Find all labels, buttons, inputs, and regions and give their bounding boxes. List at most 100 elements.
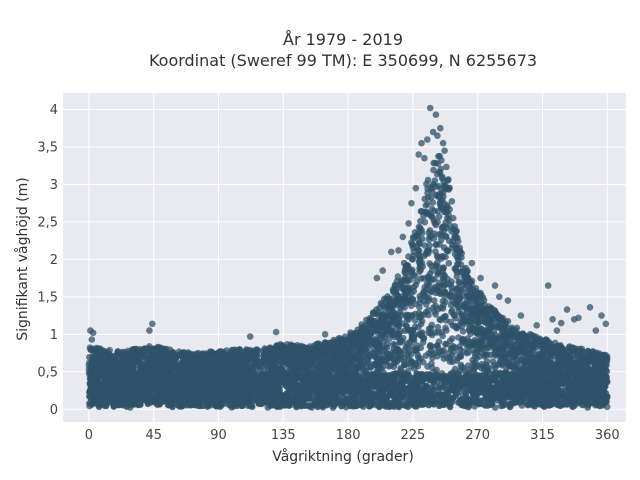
data-point (418, 329, 426, 336)
data-point (417, 262, 424, 270)
data-point (231, 349, 239, 357)
data-points (85, 104, 611, 412)
data-point (438, 348, 446, 355)
chart-title-line2: Koordinat (Sweref 99 TM): E 350699, N 62… (149, 51, 537, 70)
data-point (455, 334, 462, 341)
data-point (425, 311, 432, 319)
data-point (515, 336, 522, 343)
data-point (380, 312, 388, 319)
data-point (441, 313, 448, 321)
data-point (436, 241, 443, 248)
data-point (409, 234, 417, 241)
data-point (435, 289, 443, 296)
data-point (159, 356, 167, 364)
data-point (379, 330, 387, 338)
data-point (481, 310, 488, 317)
data-point (430, 297, 438, 304)
data-point (577, 351, 585, 358)
data-point (483, 361, 490, 369)
data-point (426, 242, 433, 249)
data-point (460, 364, 468, 372)
data-point (453, 357, 461, 364)
data-point (411, 229, 419, 236)
data-point (554, 354, 561, 362)
data-point (444, 203, 451, 211)
data-point (446, 358, 454, 365)
data-point (424, 176, 432, 184)
data-point (469, 346, 477, 354)
data-point (409, 296, 417, 303)
data-point (504, 317, 512, 325)
data-point (432, 302, 439, 310)
data-point (406, 326, 414, 334)
data-point (420, 311, 428, 319)
data-point (427, 211, 434, 219)
data-point (480, 334, 488, 342)
data-point (431, 177, 439, 184)
data-point (294, 348, 302, 356)
data-point (506, 328, 513, 336)
data-point (412, 281, 419, 289)
data-point (377, 365, 385, 372)
data-point (394, 319, 402, 326)
data-point (119, 362, 126, 370)
data-point (442, 324, 449, 332)
data-point (410, 287, 418, 295)
data-point (421, 289, 429, 297)
data-point (421, 195, 429, 203)
data-point (448, 335, 456, 342)
data-point (451, 312, 458, 319)
data-point (577, 359, 584, 366)
data-point (487, 335, 495, 343)
data-point (428, 232, 435, 240)
data-point (520, 343, 528, 351)
data-point (393, 325, 400, 332)
data-point (417, 320, 425, 328)
data-point (336, 351, 344, 359)
data-point (439, 252, 447, 260)
data-point (470, 366, 478, 373)
data-point (100, 350, 108, 358)
data-point (512, 330, 519, 337)
data-point (564, 361, 572, 369)
data-point (175, 348, 183, 356)
data-point (377, 323, 385, 330)
data-point (422, 250, 430, 258)
data-point (435, 213, 443, 220)
data-point (437, 165, 445, 173)
data-point (351, 365, 358, 372)
data-point (411, 347, 418, 354)
data-point (471, 353, 479, 360)
data-point (429, 199, 437, 206)
data-point (114, 349, 122, 357)
data-point (398, 278, 406, 286)
chart-title-line1: År 1979 - 2019 (283, 30, 403, 49)
data-point (329, 342, 337, 349)
data-point (404, 299, 411, 307)
data-point (422, 202, 430, 209)
data-point (442, 340, 449, 348)
data-point (497, 334, 504, 341)
data-point (460, 348, 468, 355)
data-point (323, 347, 331, 355)
data-point (447, 318, 454, 326)
data-point (387, 312, 395, 320)
data-point (445, 260, 453, 267)
data-point (448, 198, 456, 205)
data-point (405, 273, 413, 281)
data-point (394, 273, 402, 280)
data-point (146, 361, 154, 369)
data-point (440, 355, 448, 362)
data-point (421, 242, 429, 249)
data-point (409, 311, 416, 319)
data-point (400, 284, 408, 292)
data-point (94, 347, 101, 355)
data-point (437, 202, 444, 210)
data-point (433, 259, 441, 267)
data-point (457, 317, 464, 325)
data-point (566, 355, 573, 363)
data-point (470, 360, 477, 367)
data-point (454, 260, 462, 268)
data-point (153, 354, 161, 362)
